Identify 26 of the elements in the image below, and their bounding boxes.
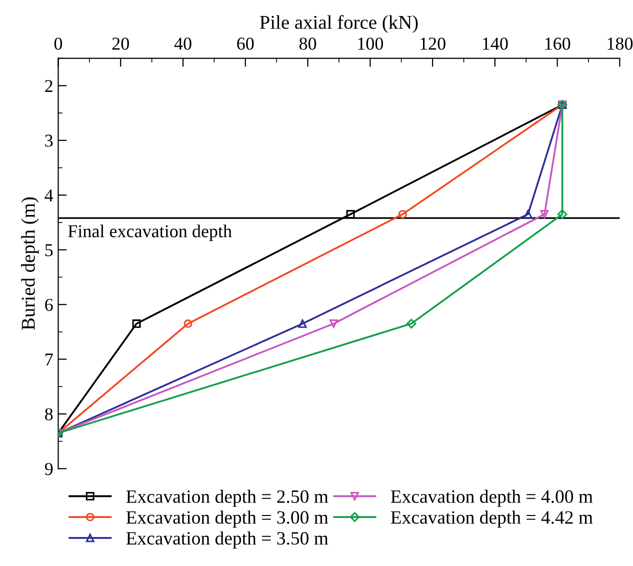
y-tick-label: 5 xyxy=(45,244,53,256)
legend-label: Excavation depth = 3.00 m xyxy=(126,510,328,528)
y-axis-title: Buried depth (m) xyxy=(21,197,39,330)
y-tick-label: 4 xyxy=(44,189,54,202)
x-tick-label: 20 xyxy=(112,38,129,50)
y-tick-label: 9 xyxy=(44,462,53,476)
legend-label: Excavation depth = 4.42 m xyxy=(390,510,593,528)
x-tick-label: 40 xyxy=(174,38,192,50)
legend-label: Excavation depth = 4.00 m xyxy=(390,490,593,507)
legend-label: Excavation depth = 2.50 m xyxy=(126,490,328,507)
x-tick-label: 60 xyxy=(237,38,254,50)
x-tick-label: 160 xyxy=(545,38,570,50)
y-tick-label: 6 xyxy=(45,298,53,311)
legend-label: Excavation depth = 3.50 m xyxy=(126,531,328,548)
x-tick-label: 100 xyxy=(358,38,384,50)
y-tick-label: 3 xyxy=(45,134,53,147)
x-tick-label: 180 xyxy=(608,38,633,50)
ref-line-label: Final excavation depth xyxy=(68,224,232,241)
x-tick-label: 140 xyxy=(482,38,508,50)
x-tick-label: 0 xyxy=(54,38,62,50)
y-tick-label: 8 xyxy=(45,408,53,420)
y-tick-label: 2 xyxy=(45,80,52,92)
x-tick-label: 120 xyxy=(420,38,446,50)
y-tick-label: 7 xyxy=(46,354,53,366)
x-axis-title: Pile axial force (kN) xyxy=(260,15,418,33)
x-tick-label: 80 xyxy=(299,38,316,50)
